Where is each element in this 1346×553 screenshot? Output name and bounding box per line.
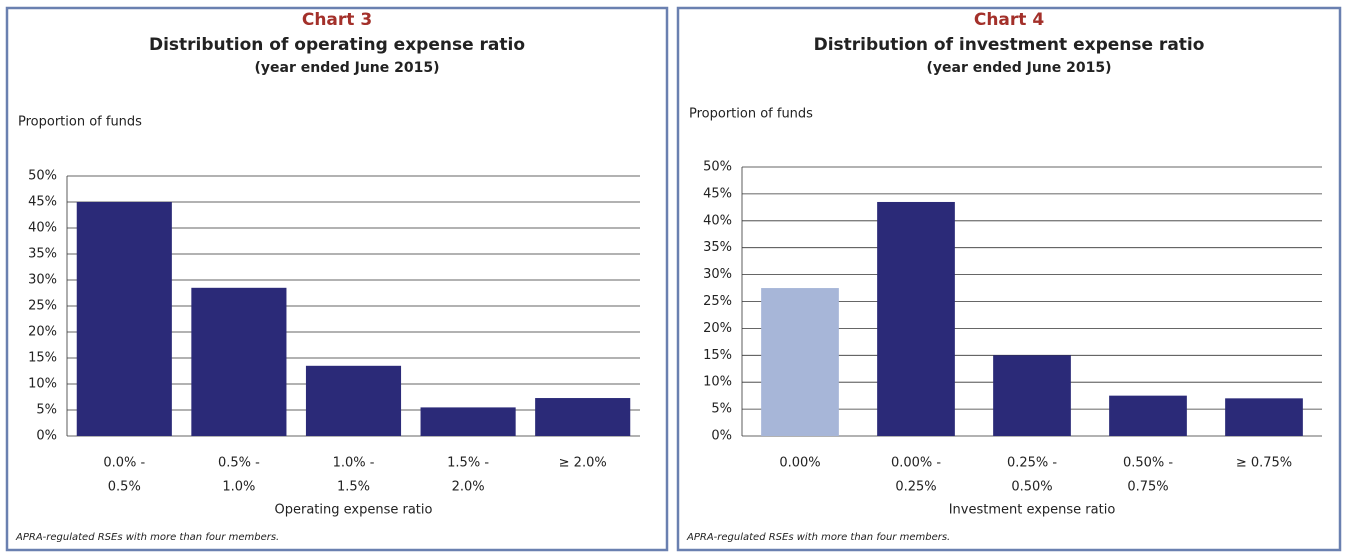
y-tick-label: 45% — [28, 195, 57, 210]
x-tick-label: 1.5% — [337, 480, 370, 495]
x-tick-label: 0.00% — [779, 456, 820, 471]
bar — [305, 365, 402, 436]
y-tick-label: 50% — [703, 160, 732, 175]
x-tick-label: 0.25% — [895, 480, 936, 495]
y-tick-label: 35% — [703, 240, 732, 255]
footnote: APRA-regulated RSEs with more than four … — [15, 532, 279, 543]
bar — [535, 398, 631, 436]
x-axis-title: Operating expense ratio — [275, 503, 433, 518]
chart-label: Chart 3 — [302, 10, 372, 30]
x-tick-label: 0.50% - — [1123, 456, 1173, 471]
y-tick-label: 15% — [28, 351, 57, 366]
y-tick-label: 20% — [28, 325, 57, 340]
y-tick-label: 25% — [703, 294, 732, 309]
chart-frame — [5, 6, 669, 552]
y-tick-label: 30% — [28, 273, 57, 288]
chart-frame — [676, 6, 1342, 552]
footnote: APRA-regulated RSEs with more than four … — [686, 532, 950, 543]
y-tick-label: 40% — [28, 221, 57, 236]
y-tick-label: 50% — [28, 169, 57, 184]
y-tick-label: 5% — [711, 402, 732, 417]
bar — [993, 355, 1071, 436]
y-axis-title: Proportion of funds — [689, 107, 813, 122]
bar — [191, 287, 287, 436]
y-tick-label: 20% — [703, 321, 732, 336]
x-tick-label: 0.50% — [1011, 480, 1052, 495]
x-tick-label: ≥ 2.0% — [559, 456, 607, 471]
chart-label: Chart 4 — [974, 10, 1044, 30]
x-tick-label: 2.0% — [452, 480, 485, 495]
y-tick-label: 40% — [703, 213, 732, 228]
bar — [76, 202, 172, 436]
bar — [1109, 395, 1187, 436]
y-tick-label: 10% — [703, 375, 732, 390]
y-tick-label: 10% — [28, 377, 57, 392]
chart-title: Distribution of operating expense ratio — [149, 35, 525, 55]
y-tick-label: 5% — [36, 403, 57, 418]
y-tick-label: 0% — [711, 429, 732, 444]
y-tick-label: 0% — [36, 429, 57, 444]
y-axis-title: Proportion of funds — [18, 115, 142, 130]
x-tick-label: 0.75% — [1127, 480, 1168, 495]
y-tick-label: 30% — [703, 267, 732, 282]
x-tick-label: ≥ 0.75% — [1236, 456, 1292, 471]
x-tick-label: 0.25% - — [1007, 456, 1057, 471]
x-axis-title: Investment expense ratio — [949, 503, 1116, 518]
x-tick-label: 0.5% - — [218, 456, 260, 471]
chart-subtitle: (year ended June 2015) — [255, 60, 440, 76]
x-tick-label: 0.0% - — [103, 456, 145, 471]
x-tick-label: 0.5% — [108, 480, 141, 495]
y-tick-label: 15% — [703, 348, 732, 363]
y-tick-label: 35% — [28, 247, 57, 262]
y-tick-label: 25% — [28, 299, 57, 314]
chart-subtitle: (year ended June 2015) — [927, 60, 1112, 76]
x-tick-label: 1.0% — [222, 480, 255, 495]
x-tick-label: 1.0% - — [333, 456, 375, 471]
bar — [420, 407, 516, 436]
x-tick-label: 0.00% - — [891, 456, 941, 471]
chart-title: Distribution of investment expense ratio — [814, 35, 1205, 55]
bar — [877, 201, 955, 436]
bar — [761, 288, 839, 436]
x-tick-label: 1.5% - — [447, 456, 489, 471]
bar — [1225, 398, 1303, 436]
y-tick-label: 45% — [703, 186, 732, 201]
